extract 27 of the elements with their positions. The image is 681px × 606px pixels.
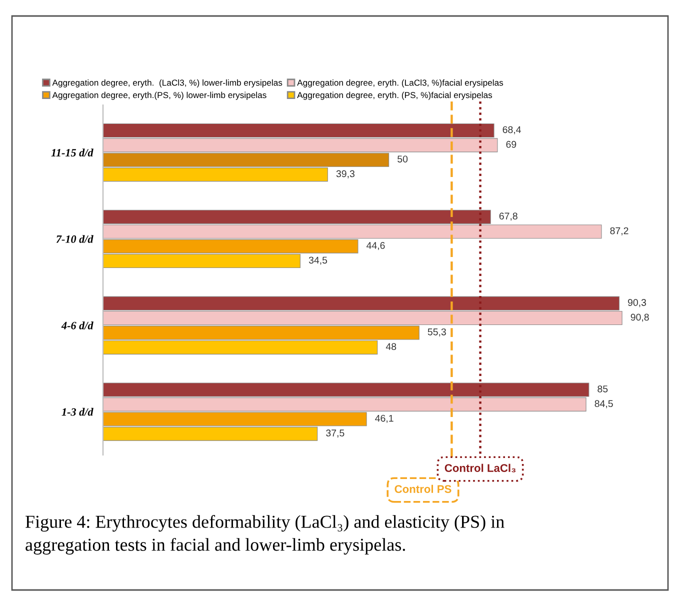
legend-label: Aggregation degree, eryth. (PS, %)facial erysipelas — [297, 92, 492, 100]
data-label: 34,5 — [308, 256, 328, 265]
data-label: 37,5 — [326, 430, 344, 438]
legend-label: Aggregation degree, eryth. (LaCl3, %) lower-limb erysipelas — [52, 79, 282, 88]
ref-line-label: Control LaCl₃ — [444, 464, 516, 472]
y-tick-label: 1-3 d/d — [62, 408, 94, 416]
ref-line-label: Control PS — [394, 484, 452, 493]
data-label: 46,1 — [375, 414, 394, 423]
data-label: 44,6 — [366, 242, 385, 250]
data-label: 39,3 — [336, 170, 354, 178]
y-tick-label: 11-15 d/d — [51, 148, 94, 156]
legend-label: Aggregation degree, eryth.(PS, %) lower-limb erysipelas — [52, 92, 266, 100]
data-label: 84,5 — [594, 400, 613, 408]
data-label: 50 — [398, 156, 408, 162]
caption: Figure 4: Erythrocytes deformability (LaCl₃) and elasticity (PS) in aggregation tests in facial and lower-limb erysipelas. — [26, 515, 504, 555]
data-label: 85 — [598, 385, 608, 392]
data-label: 90,8 — [630, 314, 649, 322]
data-label: 68,4 — [502, 126, 521, 134]
data-label: 48 — [386, 343, 396, 350]
data-label: 69 — [506, 140, 516, 148]
data-label: 90,3 — [628, 299, 646, 308]
y-tick-label: 4-6 d/d — [61, 322, 94, 330]
y-tick-label: 7-10 d/d — [56, 235, 94, 243]
data-label: 67,8 — [499, 212, 518, 221]
data-label: 55,3 — [428, 328, 446, 336]
data-label: 87,2 — [610, 227, 628, 236]
legend-label: Aggregation degree, eryth. (LaCl3, %)facial erysipelas — [297, 79, 504, 88]
